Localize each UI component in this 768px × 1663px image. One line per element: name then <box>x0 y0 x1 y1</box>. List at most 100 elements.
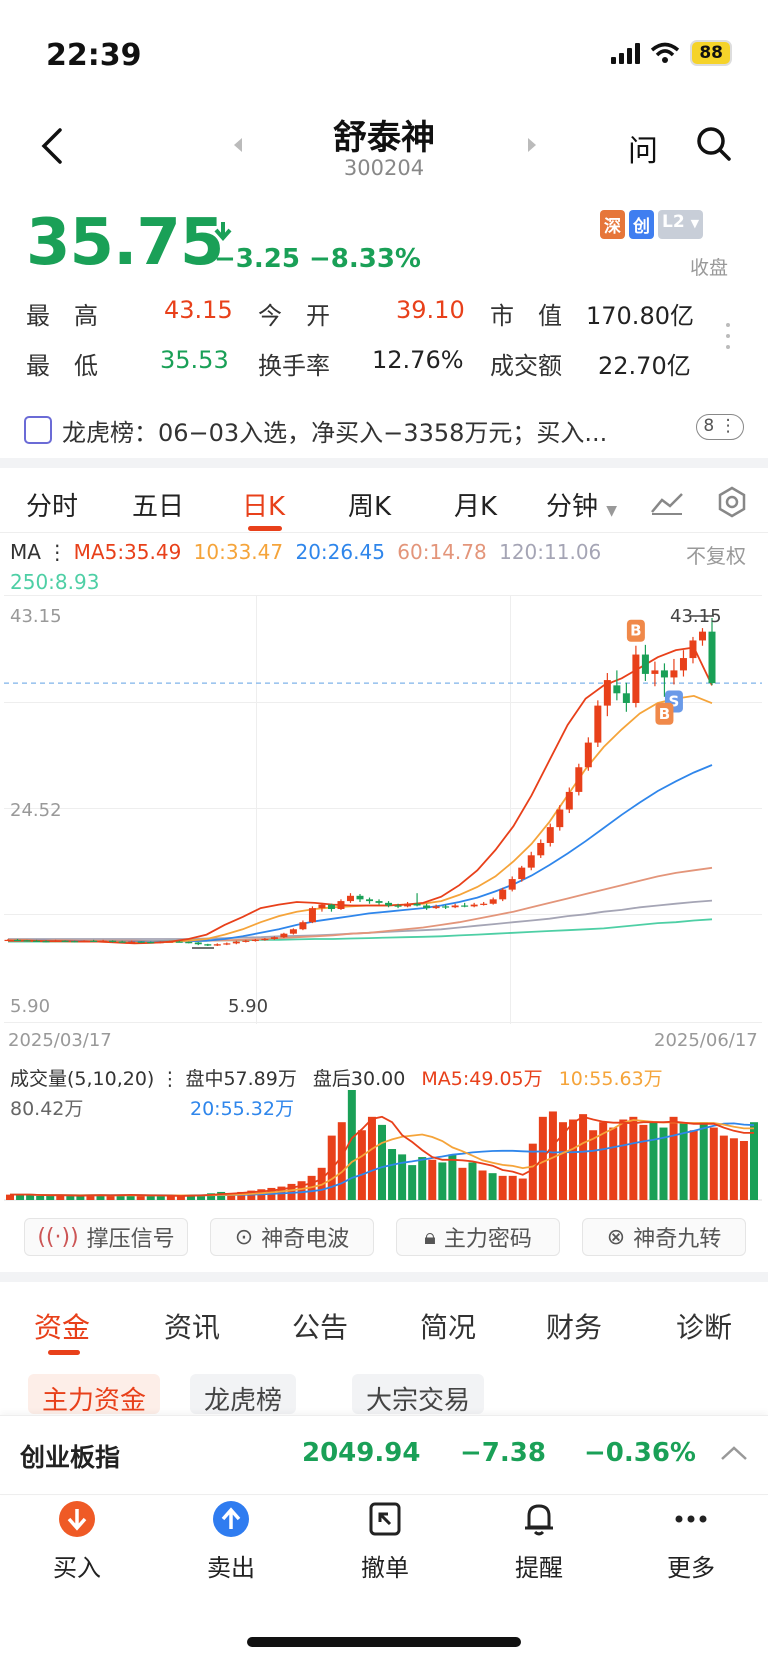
volume-bar <box>428 1159 437 1200</box>
grid-line <box>4 702 762 703</box>
candle <box>270 937 278 939</box>
tab-diagnosis[interactable]: 诊断 <box>676 1311 733 1344</box>
turnover-value: 12.76% <box>372 346 464 374</box>
info-tabs: 资金 资讯 公告 简况 财务 诊断 <box>0 1300 768 1360</box>
candle <box>527 855 535 868</box>
kline-plot[interactable]: BSB <box>4 596 762 1024</box>
candle <box>346 895 354 902</box>
ma-legend[interactable]: MA ⋮ MA5:35.49 10:33.47 20:26.45 60:14.7… <box>10 540 601 564</box>
candle <box>423 905 431 909</box>
support-resistance-button[interactable]: ((·)) 撑压信号 <box>24 1218 188 1256</box>
dragon-tiger-count[interactable]: 8 ⋮ <box>696 414 744 440</box>
candle <box>242 940 250 942</box>
volume-bar <box>197 1194 206 1200</box>
more-button[interactable]: 更多 <box>636 1500 746 1583</box>
volume-bar <box>66 1195 75 1200</box>
volume-legend[interactable]: 成交量(5,10,20) ⋮ 盘中57.89万 盘后30.00 MA5:49.0… <box>10 1064 663 1091</box>
y-min-label: 5.90 <box>10 996 51 1017</box>
volume-intraday: 盘中57.89万 <box>185 1068 297 1090</box>
l2-badge[interactable]: L2 ▼ <box>658 210 704 239</box>
volume-bar <box>106 1195 115 1200</box>
volume-bar <box>6 1194 14 1200</box>
candle <box>185 942 193 944</box>
volume-bar <box>589 1130 598 1200</box>
sell-button[interactable]: 卖出 <box>176 1500 286 1583</box>
volume-bar <box>750 1122 758 1200</box>
more-quote-icon[interactable] <box>726 323 732 349</box>
tab-news[interactable]: 资讯 <box>164 1311 221 1344</box>
tab-funds[interactable]: 资金 <box>34 1311 91 1344</box>
volume-bar <box>357 1130 366 1200</box>
tab-financials[interactable]: 财务 <box>546 1311 603 1344</box>
magic-nine-button[interactable]: ⊗ 神奇九转 <box>582 1218 746 1256</box>
candle <box>251 939 259 942</box>
ma60-value: 60:14.78 <box>397 540 487 564</box>
cancel-order-button[interactable]: 撤单 <box>330 1500 440 1583</box>
candle <box>584 742 592 768</box>
volume-bar <box>639 1124 648 1200</box>
tab-profile[interactable]: 简况 <box>420 1311 477 1344</box>
battery-icon: 88 <box>690 40 732 66</box>
wifi-icon <box>651 42 680 63</box>
volume-bar <box>136 1195 145 1200</box>
price-change: −3.25 −8.33% <box>214 244 421 274</box>
volume-ma5: MA5:49.05万 <box>421 1068 543 1090</box>
lock-icon: 🔒︎ <box>424 1224 436 1250</box>
ask-button[interactable]: 问 <box>628 134 658 169</box>
chip-dragon-tiger[interactable]: 龙虎榜 <box>190 1374 297 1414</box>
market-badge: 深 <box>600 210 625 239</box>
chevron-up-icon[interactable] <box>720 1444 748 1462</box>
tab-daily-k[interactable]: 日K <box>242 492 286 522</box>
volume-bar <box>709 1127 718 1200</box>
settings-icon[interactable] <box>716 486 748 518</box>
index-ticker[interactable]: 创业板指 2049.94 −7.38 −0.36% <box>0 1415 768 1495</box>
tab-intraday[interactable]: 分时 <box>26 492 79 522</box>
volume-bar <box>689 1130 698 1200</box>
candle <box>308 908 316 923</box>
buy-button[interactable]: 买入 <box>22 1500 132 1583</box>
trade-marker-label: B <box>659 705 670 723</box>
tab-monthly-k[interactable]: 月K <box>454 492 498 522</box>
home-indicator <box>247 1637 521 1647</box>
candle <box>461 905 469 907</box>
status-bar: 22:39 88 <box>0 0 768 100</box>
tab-announcements[interactable]: 公告 <box>292 1311 349 1344</box>
ma10-value: 10:33.47 <box>193 540 284 564</box>
tab-weekly-k[interactable]: 周K <box>348 492 392 522</box>
magic-wave-button[interactable]: ⊙ 神奇电波 <box>210 1218 374 1256</box>
alert-button[interactable]: 提醒 <box>484 1500 594 1583</box>
dragon-tiger-banner[interactable]: 龙虎榜：06−03入选，净买入−3358万元；买入... 8 ⋮ <box>24 412 744 448</box>
volume-bar <box>558 1122 567 1200</box>
candle <box>679 658 687 671</box>
search-icon[interactable] <box>694 124 734 164</box>
candle <box>603 680 611 706</box>
volume-bar <box>599 1122 608 1200</box>
next-stock-icon[interactable] <box>528 138 536 152</box>
tab-minute[interactable]: 分钟 ▼ <box>546 492 618 522</box>
volume-bar <box>619 1119 628 1200</box>
candle <box>622 693 630 703</box>
prev-stock-icon[interactable] <box>234 138 242 152</box>
chip-main-funds[interactable]: 主力资金 <box>28 1374 161 1414</box>
volume-chart[interactable] <box>4 1058 762 1204</box>
board-badge: 创 <box>629 210 654 239</box>
main-force-code-button[interactable]: 🔒︎ 主力密码 <box>396 1218 560 1256</box>
volume-bar <box>548 1111 557 1200</box>
volume-bar <box>679 1122 688 1200</box>
adjust-toggle[interactable]: 不复权 <box>686 544 746 568</box>
candle <box>489 899 497 904</box>
candle <box>261 938 269 941</box>
tab-five-day[interactable]: 五日 <box>132 492 185 522</box>
draw-line-icon[interactable] <box>650 490 684 516</box>
candle <box>385 902 393 906</box>
volume-bar <box>448 1154 457 1200</box>
section-divider <box>0 1272 768 1282</box>
volume-bar <box>96 1194 105 1200</box>
ma20-value: 20:26.45 <box>295 540 385 564</box>
current-price: 35.75 <box>26 206 224 280</box>
caret-down-icon: ▼ <box>606 503 618 519</box>
back-icon[interactable] <box>32 124 76 168</box>
candle <box>213 944 221 946</box>
chip-block-trade[interactable]: 大宗交易 <box>352 1374 485 1414</box>
